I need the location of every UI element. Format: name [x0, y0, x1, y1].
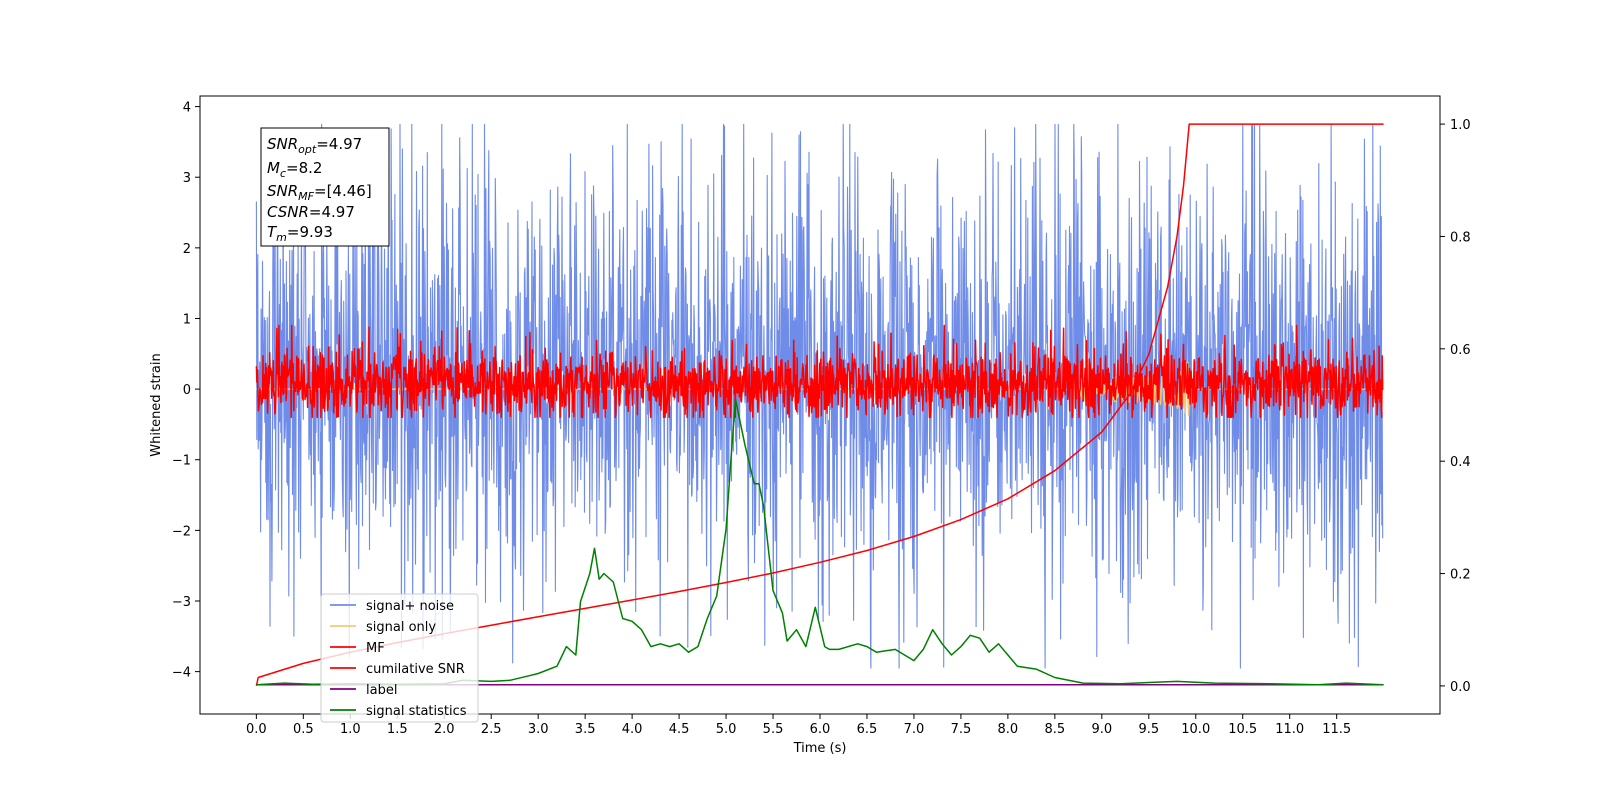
legend-label: MF [366, 641, 385, 656]
y-right-tick-label: 0.6 [1450, 343, 1471, 358]
x-tick-label: 0.0 [246, 722, 267, 737]
x-tick-label: 1.0 [340, 722, 361, 737]
x-tick-label: 3.0 [528, 722, 549, 737]
x-tick-label: 4.0 [622, 722, 643, 737]
annotation-tm: Tm=9.93 [267, 223, 333, 244]
y-right-tick-label: 1.0 [1450, 118, 1471, 133]
x-tick-label: 4.5 [669, 722, 690, 737]
legend: signal+ noise signal only MF cumilative SNR… [320, 593, 479, 723]
y-tick-label: 3 [183, 171, 191, 186]
y-tick-label: −4 [172, 666, 191, 681]
y-right-tick-label: 0.2 [1450, 568, 1471, 583]
x-tick-label: 6.0 [810, 722, 831, 737]
x-tick-label: 1.5 [387, 722, 408, 737]
series-mf [255, 324, 1384, 419]
x-tick-label: 11.5 [1322, 722, 1351, 737]
x-tick-label: 11.0 [1275, 722, 1304, 737]
annotation-box: SNRopt=4.97 Mc=8.2 SNRMF=[4.46] CSNR=4.9… [260, 127, 390, 247]
y-tick-label: −2 [172, 524, 191, 539]
x-tick-label: 2.5 [481, 722, 502, 737]
y-right-tick-label: 0.0 [1450, 680, 1471, 695]
x-tick-label: 9.5 [1138, 722, 1159, 737]
annotation-frame [260, 127, 390, 247]
y-tick-label: 1 [183, 312, 191, 327]
legend-label: signal only [366, 620, 436, 635]
x-tick-label: 0.5 [293, 722, 314, 737]
annotation-csnr: CSNR=4.97 [267, 203, 355, 221]
y-tick-label: −1 [172, 454, 191, 469]
x-tick-label: 5.5 [763, 722, 784, 737]
y-tick-label: 2 [183, 242, 191, 257]
x-tick-label: 7.0 [904, 722, 925, 737]
x-axis-label: Time (s) [793, 741, 847, 756]
legend-frame [320, 593, 479, 723]
x-tick-label: 7.5 [951, 722, 972, 737]
annotation-snr-opt: SNRopt=4.97 [267, 135, 362, 156]
axis-ticks: 0.0 0.5 1.0 1.5 2.0 2.5 3.0 3.5 4.0 4.5 5.0 5.5 6.0 6… [172, 101, 1471, 737]
x-tick-label: 10.0 [1181, 722, 1210, 737]
legend-label: signal+ noise [366, 599, 454, 614]
legend-label: signal statistics [366, 704, 467, 719]
legend-label: label [366, 683, 397, 698]
x-tick-label: 3.5 [575, 722, 596, 737]
legend-label: cumilative SNR [366, 662, 465, 677]
x-tick-label: 9.0 [1091, 722, 1112, 737]
series-signal-statistics [256, 398, 1383, 686]
annotation-snr-mf: SNRMF=[4.46] [267, 182, 372, 203]
y-tick-label: 4 [183, 101, 191, 116]
y-right-tick-label: 0.4 [1450, 455, 1471, 470]
x-tick-label: 2.0 [434, 722, 455, 737]
y-axis-label: Whitened strain [149, 353, 164, 456]
y-right-tick-label: 0.8 [1450, 230, 1471, 245]
x-tick-label: 8.5 [1045, 722, 1066, 737]
annotation-mc: Mc=8.2 [267, 159, 322, 180]
y-tick-label: 0 [183, 383, 191, 398]
x-tick-label: 8.0 [998, 722, 1019, 737]
x-tick-label: 10.5 [1228, 722, 1257, 737]
x-tick-label: 6.5 [857, 722, 878, 737]
y-tick-label: −3 [172, 595, 191, 610]
x-tick-label: 5.0 [716, 722, 737, 737]
